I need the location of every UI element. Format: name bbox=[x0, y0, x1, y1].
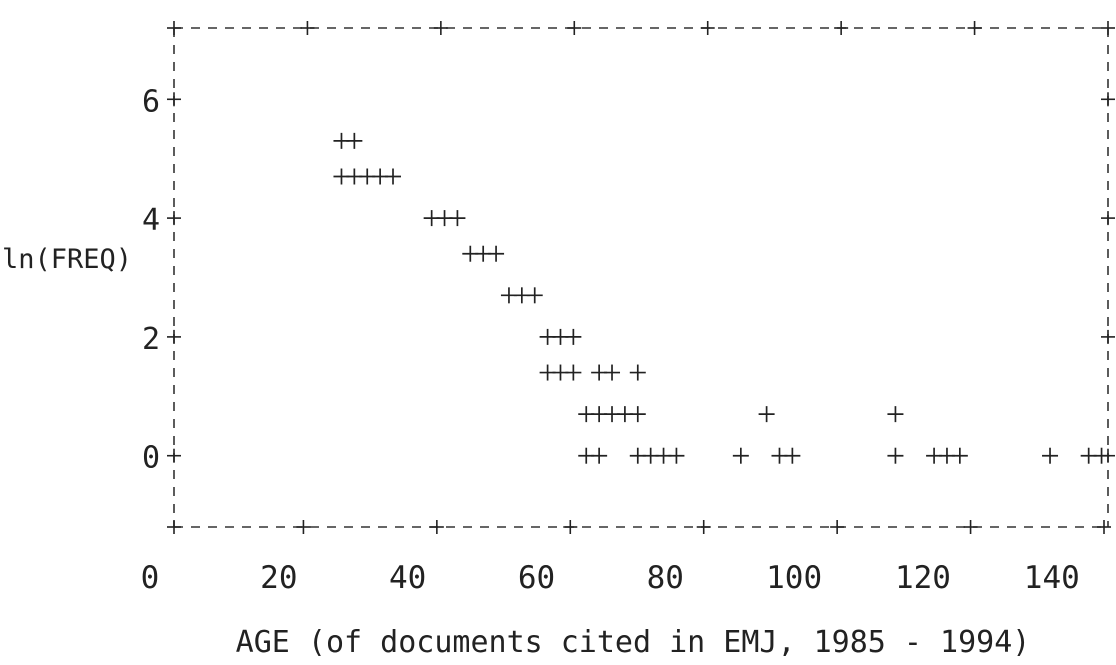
frame-tick-bottom bbox=[167, 520, 181, 534]
frame-tick-left bbox=[167, 329, 181, 344]
data-point bbox=[758, 406, 775, 423]
frame-tick-bottom bbox=[696, 520, 711, 534]
y-tick-label: 2 bbox=[142, 322, 160, 357]
x-tick-label: 40 bbox=[389, 560, 426, 596]
frame-tick-marks bbox=[167, 21, 1115, 534]
frame-tick-right bbox=[1101, 211, 1115, 226]
frame-tick-bottom bbox=[429, 520, 444, 534]
frame-tick-top bbox=[1101, 21, 1115, 35]
data-point bbox=[732, 447, 749, 464]
data-point bbox=[591, 447, 608, 464]
data-point bbox=[604, 364, 621, 381]
x-tick-label: 20 bbox=[260, 560, 297, 596]
data-point bbox=[668, 447, 685, 464]
data-point bbox=[385, 168, 402, 185]
x-tick-label: 100 bbox=[766, 560, 822, 596]
frame-tick-top bbox=[433, 21, 448, 35]
y-tick-labels: 0 2 4 6 bbox=[142, 84, 160, 475]
x-axis-label: AGE (of documents cited in EMJ, 1985 - 1… bbox=[236, 625, 1031, 660]
data-point bbox=[887, 447, 904, 464]
data-point bbox=[784, 447, 801, 464]
frame-tick-top bbox=[834, 21, 849, 35]
data-point bbox=[887, 406, 904, 423]
data-point bbox=[449, 210, 466, 227]
data-point bbox=[565, 328, 582, 345]
x-tick-label: 60 bbox=[518, 560, 555, 596]
data-points bbox=[333, 132, 1110, 464]
data-point bbox=[629, 364, 646, 381]
data-point bbox=[1042, 447, 1059, 464]
y-axis-label: ln(FREQ) bbox=[2, 244, 132, 275]
data-point bbox=[346, 132, 363, 149]
data-point bbox=[565, 364, 582, 381]
frame-tick-right bbox=[1101, 92, 1115, 107]
data-point bbox=[951, 447, 968, 464]
data-point bbox=[629, 406, 646, 423]
frame-tick-top bbox=[300, 21, 315, 35]
frame-tick-top bbox=[567, 21, 582, 35]
frame-tick-bottom bbox=[830, 520, 845, 534]
y-tick-label: 0 bbox=[142, 441, 160, 476]
y-tick-label: 6 bbox=[142, 84, 160, 119]
x-tick-label: 80 bbox=[647, 560, 684, 596]
frame-tick-top bbox=[700, 21, 715, 35]
x-tick-label: 0 bbox=[141, 560, 160, 596]
y-tick-label: 4 bbox=[142, 203, 160, 238]
frame-tick-top bbox=[167, 21, 181, 35]
frame-tick-bottom bbox=[1097, 520, 1111, 534]
frame-tick-bottom bbox=[963, 520, 978, 534]
frame-tick-bottom bbox=[296, 520, 311, 534]
data-point bbox=[1093, 447, 1110, 464]
data-point bbox=[526, 287, 543, 304]
frame-tick-bottom bbox=[563, 520, 578, 534]
x-tick-labels: 0 20 40 60 80 100 120 140 bbox=[141, 560, 1080, 596]
data-point bbox=[488, 245, 505, 262]
frame-tick-right bbox=[1101, 329, 1115, 344]
frame-tick-top bbox=[967, 21, 982, 35]
plot-frame bbox=[173, 27, 1109, 528]
frame-tick-left bbox=[167, 448, 181, 463]
x-tick-label: 140 bbox=[1024, 560, 1080, 596]
x-tick-label: 120 bbox=[895, 560, 951, 596]
frame-tick-left bbox=[167, 92, 181, 107]
frame-tick-left bbox=[167, 211, 181, 226]
